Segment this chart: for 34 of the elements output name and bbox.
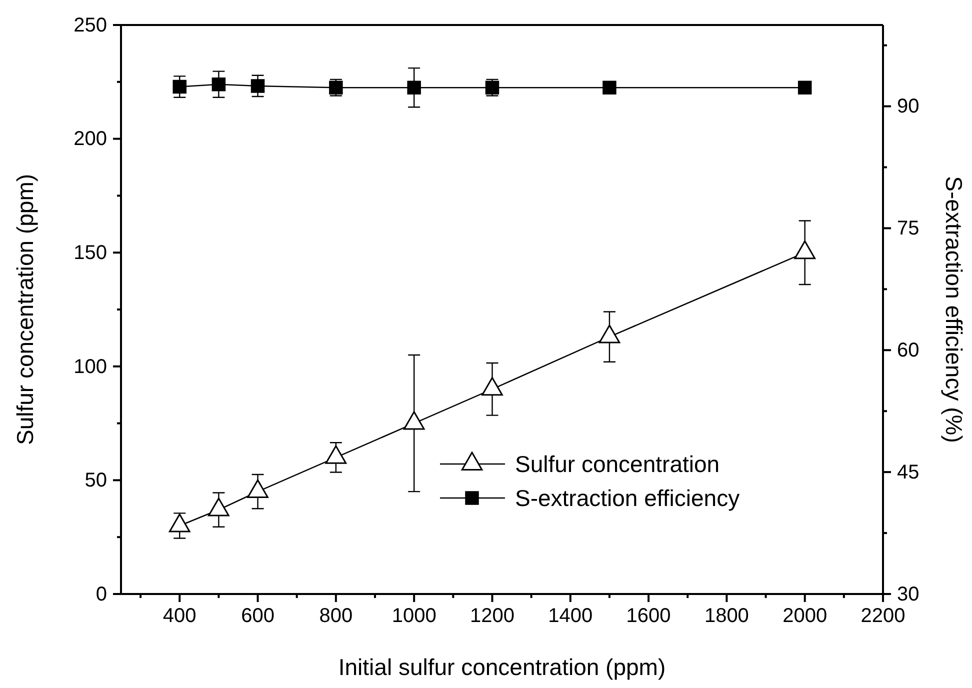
point [208, 498, 230, 516]
x-tick-label: 800 [319, 605, 353, 628]
point [598, 324, 620, 344]
x-tick-label: 1200 [470, 605, 514, 628]
point [247, 479, 268, 498]
y2-axis-title: S-extraction efficiency (%) [941, 176, 967, 443]
x-tick-label: 2200 [860, 605, 906, 628]
x-tick-label: 2000 [782, 605, 828, 628]
x-tick-label: 1600 [626, 605, 671, 628]
point [168, 514, 190, 532]
y2-tick-label: 90 [897, 96, 920, 118]
x-tick-label: 1000 [392, 605, 436, 628]
point [325, 445, 347, 464]
x-axis-title: Initial sulfur concentration (ppm) [338, 654, 666, 680]
y2-tick-label: 30 [897, 583, 920, 606]
x-tick-label: 1400 [548, 605, 593, 628]
x-tick-label: 600 [241, 605, 274, 628]
y-tick-label: 100 [74, 356, 107, 378]
y-tick-label: 0 [96, 583, 107, 606]
legend-label: Sulfur concentration [515, 451, 720, 477]
point [482, 376, 503, 396]
y2-tick-label: 45 [897, 461, 920, 484]
y-tick-label: 50 [84, 470, 107, 492]
x-tick-label: 1800 [704, 605, 749, 628]
y-tick-label: 150 [74, 242, 107, 264]
y2-tick-label: 60 [897, 340, 920, 362]
y2-tick-label: 75 [897, 218, 920, 240]
legend-label: S-extraction efficiency [515, 485, 740, 511]
point [794, 240, 816, 260]
y-tick-label: 200 [74, 128, 107, 150]
point [403, 411, 425, 430]
y-axis-title: Sulfur concentration (ppm) [12, 174, 38, 446]
x-tick-label: 400 [162, 605, 196, 628]
y-tick-label: 250 [74, 14, 107, 36]
